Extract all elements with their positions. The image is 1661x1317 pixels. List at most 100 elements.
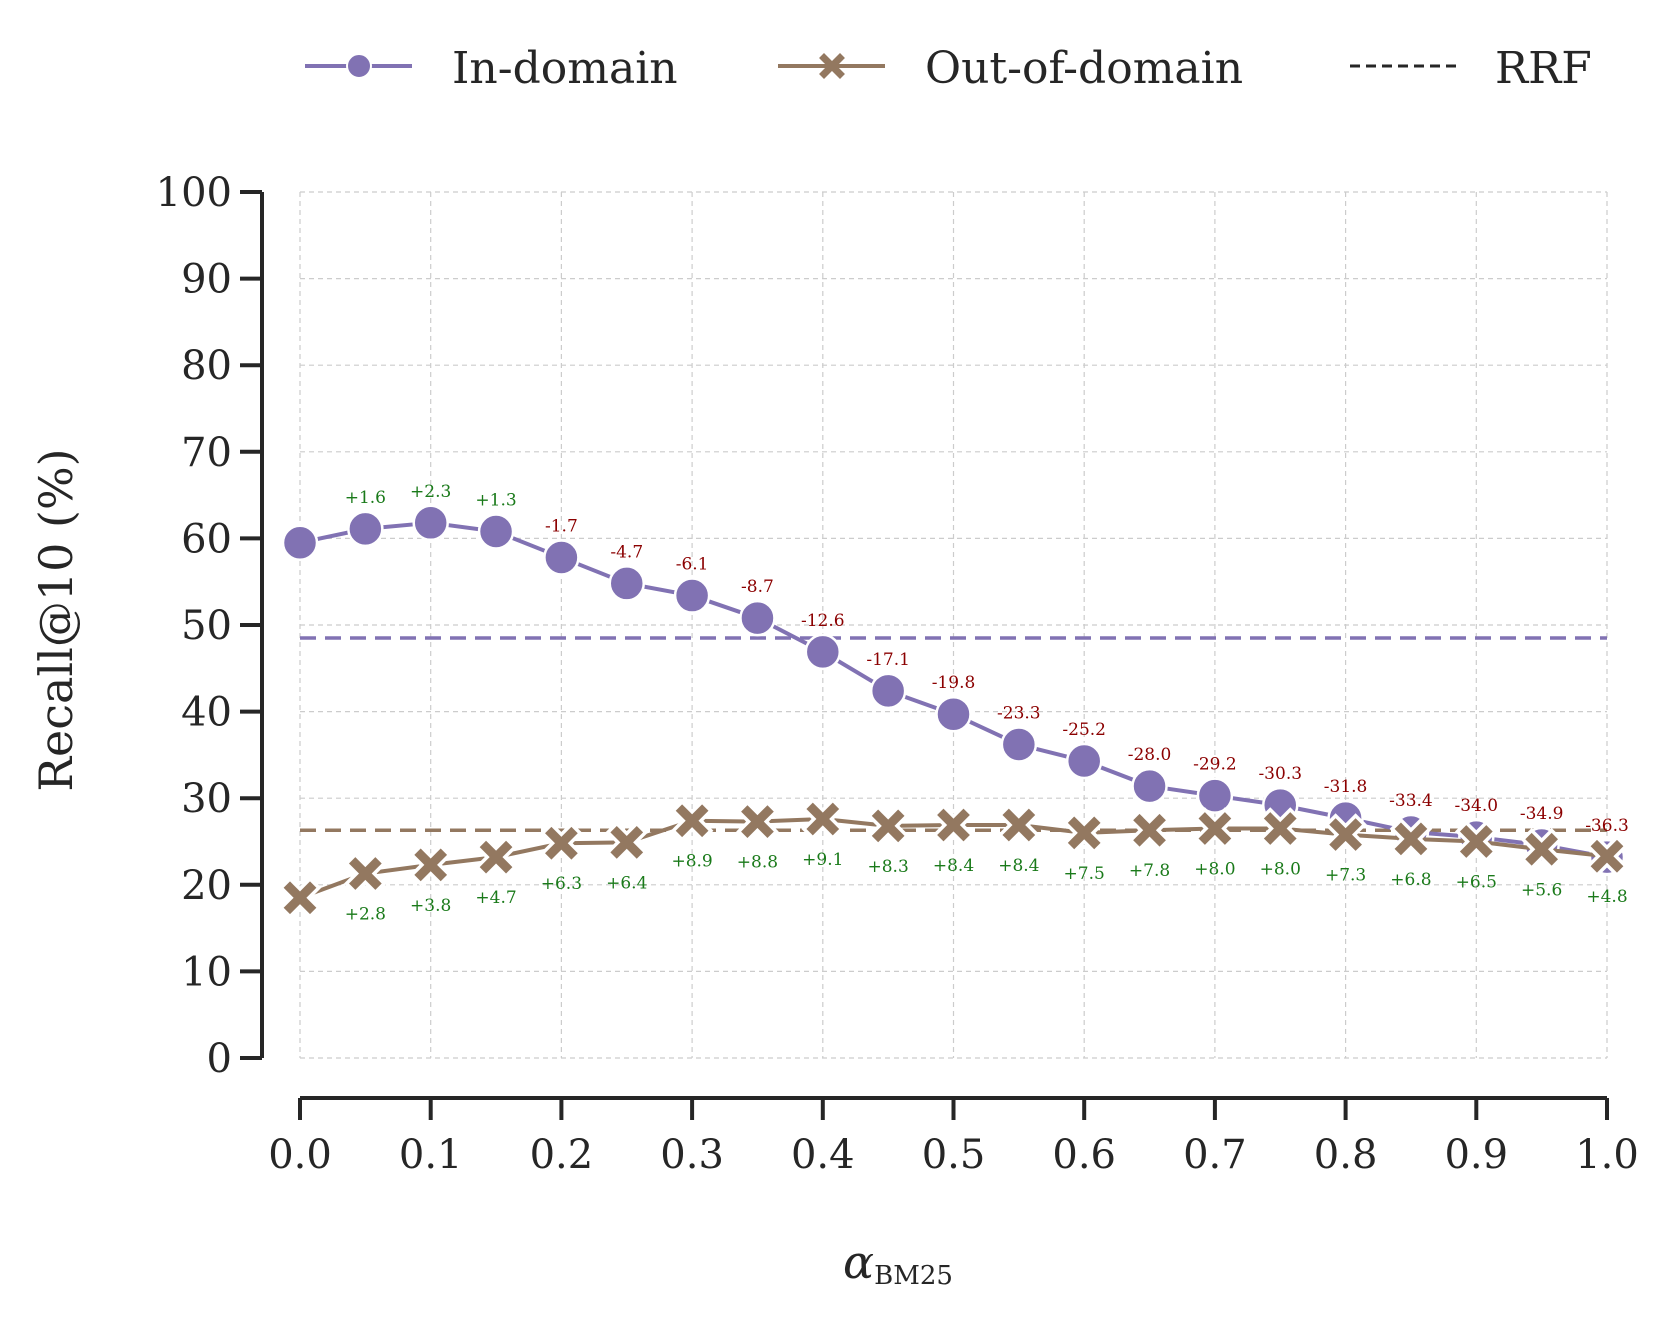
point-in-domain-4 (543, 539, 580, 576)
point-out-of-domain-13-glyph (1133, 813, 1166, 847)
x-marker-stroke-b (479, 840, 513, 874)
legend-label-out-of-domain: Out-of-domain (925, 43, 1243, 94)
legend-marker-out-of-domain (819, 53, 845, 79)
annotation-out-of-domain-4: +6.3 (541, 874, 582, 894)
annotation-in-domain-5: -4.7 (610, 542, 643, 562)
x-marker-stroke-b (675, 804, 709, 838)
point-out-of-domain-19-glyph (1525, 832, 1559, 866)
annotation-in-domain-9: -17.1 (866, 650, 910, 670)
point-out-of-domain-7-glyph (741, 805, 774, 838)
point-out-of-domain-0-glyph (283, 881, 317, 915)
axes: 0 10 20 30 40 50 60 70 80 90 100 0.0 0.1 0.2 0.3 0.4 0.5… (156, 170, 1639, 1178)
point-out-of-domain-9-glyph (871, 809, 905, 843)
point-in-domain-12 (1065, 742, 1103, 780)
annotation-in-domain-7: -8.7 (741, 577, 774, 597)
x-tick-label-7: 0.7 (1183, 1132, 1247, 1178)
point-out-of-domain-5-glyph (610, 826, 644, 859)
annotation-in-domain-4: -1.7 (545, 516, 578, 536)
x-marker-stroke-b (545, 826, 578, 860)
annotation-out-of-domain-9: +8.3 (868, 857, 909, 877)
x-tick-label-9: 0.9 (1444, 1132, 1508, 1178)
point-in-domain-10 (935, 695, 972, 733)
annotation-out-of-domain-5: +6.4 (606, 873, 647, 893)
annotation-out-of-domain-17: +6.8 (1390, 870, 1431, 890)
point-out-of-domain-18-glyph (1459, 825, 1493, 858)
y-tick-label-0: 0 (207, 1036, 232, 1082)
point-in-domain-3 (477, 513, 515, 550)
point-out-of-domain-15-glyph (1263, 812, 1297, 845)
legend-item-out-of-domain: Out-of-domain (778, 43, 1243, 94)
series-layer (278, 504, 1629, 920)
point-out-of-domain-4-glyph (545, 826, 578, 860)
annotation-out-of-domain-14: +8.0 (1194, 860, 1235, 880)
point-in-domain-5 (608, 565, 645, 602)
point-in-domain-1 (347, 510, 384, 548)
legend-label-in-domain: In-domain (452, 43, 678, 94)
y-tick-label-7: 70 (181, 430, 232, 476)
annotation-in-domain-18: -34.0 (1454, 796, 1498, 816)
x-marker-stroke-b (937, 808, 970, 842)
x-tick-label-4: 0.4 (791, 1132, 855, 1178)
annotation-in-domain-20: -36.3 (1585, 816, 1629, 836)
point-in-domain-6 (673, 577, 711, 614)
point-in-domain-9 (869, 672, 907, 710)
x-marker-stroke-b (283, 881, 317, 915)
y-axis-label: Recall@10 (%) (29, 448, 83, 791)
point-out-of-domain-8-glyph (806, 802, 840, 836)
annotation-out-of-domain-19: +5.6 (1521, 880, 1562, 900)
annotation-in-domain-2: +2.3 (410, 482, 451, 502)
x-tick-label-2: 0.2 (530, 1132, 594, 1178)
x-tick-label-6: 0.6 (1052, 1132, 1116, 1178)
legend-label-rrf: RRF (1495, 43, 1592, 94)
x-marker-stroke-b (871, 809, 905, 843)
annotation-in-domain-11: -23.3 (997, 704, 1041, 724)
annotation-out-of-domain-11: +8.4 (998, 856, 1039, 876)
point-in-domain-0 (281, 524, 319, 561)
legend: In-domain Out-of-domain RRF (305, 43, 1592, 94)
point-out-of-domain-14-glyph (1198, 812, 1232, 845)
x-axis-label: αBM25 (843, 1235, 953, 1291)
annotation-in-domain-12: -25.2 (1062, 720, 1106, 740)
grid (299, 191, 1608, 1059)
x-marker-stroke-b (1002, 808, 1036, 842)
x-marker-stroke-b (1459, 825, 1493, 858)
point-in-domain-2 (412, 504, 449, 542)
annotation-out-of-domain-1: +2.8 (345, 905, 386, 925)
annotation-in-domain-15: -30.3 (1258, 764, 1302, 784)
annotation-out-of-domain-15: +8.0 (1260, 860, 1301, 880)
annotation-out-of-domain-13: +7.8 (1129, 861, 1170, 881)
point-in-domain-8 (804, 633, 842, 671)
annotation-in-domain-8: -12.6 (801, 611, 845, 631)
annotation-out-of-domain-2: +3.8 (410, 896, 451, 916)
x-axis-label-subscript: BM25 (874, 1261, 953, 1291)
x-marker-stroke-b (1525, 832, 1559, 866)
point-in-domain-7 (739, 599, 776, 637)
x-marker-stroke-b (610, 826, 644, 859)
annotation-out-of-domain-7: +8.8 (737, 853, 778, 873)
annotation-out-of-domain-12: +7.5 (1064, 864, 1105, 884)
x-marker-stroke-b (1133, 813, 1166, 847)
x-marker-stroke-b (1198, 812, 1232, 845)
annotation-out-of-domain-8: +9.1 (802, 850, 843, 870)
annotation-in-domain-14: -29.2 (1193, 755, 1237, 775)
x-tick-label-5: 0.5 (922, 1132, 986, 1178)
annotation-out-of-domain-16: +7.3 (1325, 866, 1366, 886)
annotation-out-of-domain-18: +6.5 (1456, 873, 1497, 893)
annotation-out-of-domain-10: +8.4 (933, 856, 974, 876)
annotation-in-domain-19: -34.9 (1520, 804, 1564, 824)
x-marker-stroke-b (1329, 818, 1362, 851)
y-tick-label-9: 90 (181, 257, 232, 303)
x-marker-stroke-b (806, 802, 840, 836)
annotation-in-domain-17: -33.4 (1389, 791, 1433, 811)
point-out-of-domain-17-glyph (1394, 822, 1428, 856)
y-tick-label-4: 40 (181, 690, 232, 736)
x-tick-label-10: 1.0 (1575, 1132, 1639, 1178)
annotation-in-domain-6: -6.1 (676, 555, 709, 575)
y-tick-label-10: 100 (156, 170, 232, 216)
annotation-out-of-domain-20: +4.8 (1586, 887, 1627, 907)
x-marker-stroke-b (1590, 839, 1624, 873)
x-tick-label-0: 0.0 (268, 1132, 332, 1178)
annotation-in-domain-1: +1.6 (345, 488, 386, 508)
x-marker-stroke-b (1394, 822, 1428, 856)
